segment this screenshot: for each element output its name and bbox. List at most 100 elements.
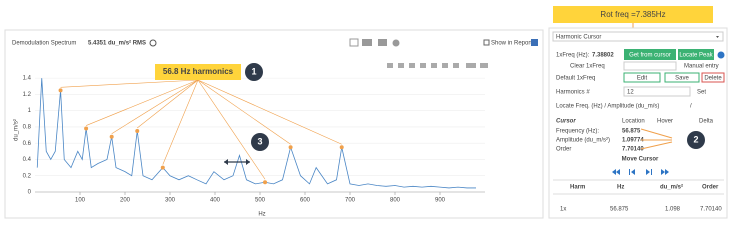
rms-value: 5.4351 du_m/s² RMS [88, 40, 146, 47]
callout-arrow [197, 79, 266, 180]
nav-first[interactable] [612, 169, 620, 175]
table-header: Order [702, 185, 719, 191]
save-icon[interactable] [531, 39, 538, 46]
x-tick-label: 900 [435, 198, 446, 204]
label: Cursor [556, 119, 576, 125]
spectrum-line [36, 78, 476, 189]
badge [245, 63, 263, 81]
tool-icon[interactable] [466, 63, 476, 68]
tool-icon[interactable] [480, 63, 488, 68]
table-cell: 7.70140 [700, 207, 722, 213]
select-caret [716, 36, 719, 38]
nav-next[interactable] [646, 169, 652, 175]
badge-text: 2 [693, 134, 698, 144]
y-tick-label: 0.4 [23, 157, 32, 163]
callout-arrow [86, 79, 199, 126]
x-tick-label: 100 [75, 198, 86, 204]
x-tick-label: 400 [210, 198, 221, 204]
toolbar-icon[interactable] [349, 38, 359, 47]
callout-box [553, 6, 713, 23]
label: Location [622, 119, 645, 125]
callout-arrow [137, 79, 199, 129]
info-icon[interactable] [717, 51, 725, 59]
input[interactable] [623, 61, 677, 71]
callout-arrow [197, 79, 291, 145]
tool-icon[interactable] [442, 63, 448, 68]
x-axis-label: Hz [258, 212, 265, 218]
button-text[interactable]: Set [697, 90, 706, 96]
x-tick-label: 800 [390, 198, 401, 204]
x-tick-label: 200 [120, 198, 131, 204]
label: Clear 1xFreq [570, 64, 605, 70]
table-header: Harm [570, 185, 585, 191]
tool-icon[interactable] [431, 63, 437, 68]
tool-icon[interactable] [409, 63, 415, 68]
harmonic-marker [160, 165, 165, 170]
value: 56.875 [622, 129, 641, 135]
panel-title: Demodulation Spectrum [12, 41, 76, 47]
label: Manual entry [684, 64, 719, 70]
x-tick-label: 500 [255, 198, 266, 204]
input[interactable] [623, 86, 691, 97]
button-text: Locate Peak [679, 53, 713, 59]
harmonic-marker [84, 126, 89, 131]
button[interactable] [701, 72, 725, 83]
callout-arrow [111, 79, 199, 134]
toolbar-icon[interactable] [392, 39, 400, 47]
y-tick-label: 1 [28, 108, 32, 114]
table-cell: 1.098 [665, 207, 681, 213]
report-checkbox[interactable] [483, 39, 490, 46]
button-text: Save [675, 76, 689, 82]
button-text: Delete [704, 76, 722, 82]
tool-icon[interactable] [453, 63, 459, 68]
label: Move Cursor [622, 157, 659, 163]
label: 1xFreq (Hz): [556, 53, 590, 59]
toolbar-icon[interactable] [362, 39, 372, 46]
label: Locate Freq. (Hz) / Amplitude (du_m/s) [556, 104, 659, 110]
harmonic-marker [263, 180, 268, 185]
y-tick-label: 0.6 [23, 141, 32, 147]
badge [687, 131, 705, 149]
page: {"spectrum_panel": {"title": "Demodulati… [4, 6, 728, 219]
spectrum-panel [4, 29, 544, 219]
table-header: du_m/s² [660, 184, 683, 191]
tool-icon[interactable] [398, 63, 404, 68]
badge-text: 1 [251, 66, 256, 76]
label: Default 1xFreq [556, 76, 595, 82]
button[interactable] [624, 49, 676, 60]
harmonic-marker [58, 88, 63, 93]
callout-box [155, 64, 241, 80]
input-value: 12 [627, 90, 634, 96]
button[interactable] [678, 49, 714, 60]
crosshair-icon[interactable] [149, 39, 157, 47]
harmonic-marker [288, 145, 293, 150]
toolbar-icon[interactable] [378, 39, 387, 46]
callout-arrow [197, 79, 342, 145]
x-tick-label: 700 [345, 198, 356, 204]
mode-select[interactable] [552, 31, 724, 42]
tool-icon[interactable] [387, 63, 393, 68]
callout-text: 56.8 Hz harmonics [163, 67, 234, 76]
harmonic-marker [135, 129, 140, 133]
harmonic-marker [339, 145, 344, 150]
callout-arrow [640, 128, 673, 139]
nav-prev[interactable] [629, 169, 635, 175]
callout-arrow [640, 141, 673, 150]
plot: 0 0.2 0.4 0.6 0.8 1 1.2 1.4 100 200 300 400 500 600 70… [23, 76, 485, 204]
value: 1.09774 [622, 138, 644, 144]
mode-text: Harmonic Cursor [556, 35, 601, 41]
label: / [690, 104, 692, 110]
value: 7.38802 [592, 53, 614, 59]
tool-icon[interactable] [420, 63, 426, 68]
screen: Demodulation Spectrum 5.4351 du_m/s² RMS… [4, 6, 728, 219]
y-tick-label: 0.2 [23, 173, 32, 179]
label: Hover [657, 119, 673, 125]
callout-text: Rot freq =7.385Hz [600, 10, 665, 19]
button[interactable] [623, 72, 661, 83]
label: Harmonics # [556, 90, 590, 96]
nav-last[interactable] [661, 169, 669, 175]
button[interactable] [664, 72, 700, 83]
label: Order [556, 147, 571, 153]
cursor-nav [612, 169, 669, 175]
table-cell: 56.875 [610, 207, 629, 213]
